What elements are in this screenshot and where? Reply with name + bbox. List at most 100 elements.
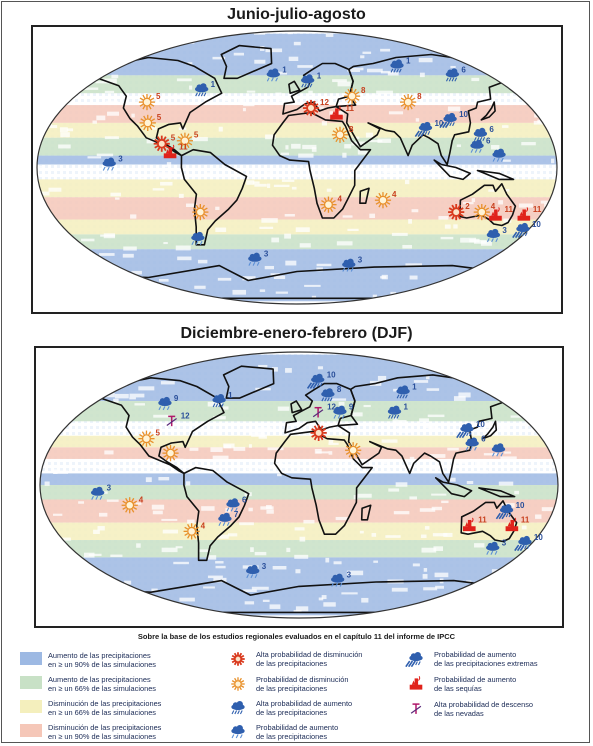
map-marker-label: 10 bbox=[532, 220, 541, 229]
map-jja[interactable]: 1 1 1 6 1 5 5 12 8 8 11 8 10 10 5 5 11 6 6 3 4 4 2 4 11 11 10 3 3 3 bbox=[31, 25, 563, 314]
map-marker-sun-strong: 2 bbox=[448, 202, 470, 221]
map-marker-label: 10 bbox=[534, 533, 543, 542]
map-marker-label: 5 bbox=[155, 429, 160, 438]
map-marker-label: 1 bbox=[412, 382, 417, 391]
map-marker-drought: 11 bbox=[489, 205, 513, 221]
legend-snow: Alta probabilidad de descenso de las nev… bbox=[404, 700, 533, 718]
map-marker-sun-weak: 4 bbox=[320, 195, 342, 213]
map-marker-sun-weak: 4 bbox=[374, 190, 397, 209]
map-marker-rain-strong: 1 bbox=[212, 391, 233, 408]
map-marker-label: 3 bbox=[118, 155, 123, 164]
map-marker-drought: 11 bbox=[163, 143, 188, 159]
map-marker-label: 1 bbox=[211, 80, 216, 89]
map-marker-label: 8 bbox=[361, 86, 366, 95]
map-marker-rain-weak bbox=[191, 231, 205, 246]
map-marker-label: 6 bbox=[242, 495, 247, 504]
map-marker-rain-strong: 6 bbox=[473, 125, 494, 141]
map-marker-rain-strong: 1 bbox=[396, 382, 417, 399]
map-marker-drought: 11 bbox=[517, 205, 542, 221]
legend-sun-weak: Probabilidad de disminución de las preci… bbox=[226, 675, 349, 693]
map-marker-rain-weak bbox=[492, 148, 506, 162]
map-marker-label: 8 bbox=[349, 125, 354, 134]
map-marker-sun-weak: 4 bbox=[473, 202, 496, 221]
map-marker-label: 11 bbox=[179, 143, 188, 152]
legend-text: Alta probabilidad de disminución de las … bbox=[256, 650, 363, 668]
map-marker-sun-weak: 8 bbox=[331, 125, 354, 143]
map-marker-rain-strong: 6 bbox=[445, 65, 466, 82]
map-marker-rain-strong: 1 bbox=[301, 71, 322, 88]
legend-text: Aumento de las precipitaciones en ≥ un 6… bbox=[48, 675, 156, 693]
map-marker-rain-weak: 3 bbox=[90, 484, 112, 500]
map-marker-label: 8 bbox=[417, 92, 422, 101]
map-marker-label: 6 bbox=[489, 125, 494, 134]
map-marker-label: 4 bbox=[491, 202, 496, 211]
map-marker-sun-weak: 5 bbox=[138, 429, 160, 447]
figure-caption: Sobre la base de los estudios regionales… bbox=[137, 632, 456, 641]
sun-strong-icon bbox=[231, 652, 245, 666]
legend-text: Disminución de las precipitaciones en ≥ … bbox=[48, 699, 162, 717]
map-marker-label: 10 bbox=[434, 119, 443, 128]
map-marker-label: 11 bbox=[504, 205, 513, 214]
map-marker-label: 10 bbox=[516, 501, 525, 510]
map-marker-label: 12 bbox=[327, 403, 336, 412]
map-marker-drought: 11 bbox=[330, 104, 354, 120]
legend-text: Probabilidad de aumento de las precipita… bbox=[256, 723, 339, 741]
map-marker-label: 12 bbox=[181, 411, 190, 420]
legend-text: Alta probabilidad de aumento de las prec… bbox=[256, 699, 353, 717]
map-marker-label: 5 bbox=[171, 134, 176, 143]
map-marker-sun-weak bbox=[162, 445, 179, 462]
map-marker-label: 10 bbox=[327, 371, 336, 380]
map-marker-rain-weak: 3 bbox=[246, 562, 267, 579]
map-marker-rain-weak: 6 bbox=[470, 137, 491, 153]
map-marker-label: 1 bbox=[282, 65, 287, 74]
map-djf[interactable]: 10 8 1 1 1 9 12 12 9 5 10 6 3 4 4 7 6 11 11 10 10 3 3 3 bbox=[34, 346, 564, 628]
map-marker-label: 3 bbox=[107, 484, 112, 493]
map-marker-drought: 11 bbox=[505, 516, 530, 532]
legend-text: Probabilidad de disminución de las preci… bbox=[256, 675, 349, 693]
map-marker-rain-weak: 3 bbox=[486, 226, 507, 243]
legend-rain-weak: Probabilidad de aumento de las precipita… bbox=[226, 723, 339, 741]
map-marker-label: 5 bbox=[194, 131, 199, 140]
map-marker-sun-weak: 4 bbox=[183, 521, 206, 540]
map-marker-rain-weak: 3 bbox=[331, 571, 352, 587]
map-title-djf: Diciembre-enero-febrero (DJF) bbox=[180, 325, 413, 342]
map-marker-snow: 12 bbox=[166, 411, 190, 427]
map-marker-label: 6 bbox=[486, 137, 491, 146]
map-marker-sun-strong: 12 bbox=[302, 98, 329, 117]
map-marker-label: 3 bbox=[502, 226, 507, 235]
map-marker-label: 3 bbox=[347, 571, 352, 580]
map-marker-label: 11 bbox=[345, 104, 354, 113]
map-marker-label: 5 bbox=[157, 113, 162, 122]
map-marker-rain-weak: 7 bbox=[218, 510, 239, 526]
drought-icon bbox=[409, 676, 423, 690]
map-marker-label: 1 bbox=[317, 71, 322, 80]
map-marker-rain-extreme: 10 bbox=[414, 119, 444, 138]
map-marker-label: 12 bbox=[320, 98, 329, 107]
sun-weak-icon bbox=[231, 677, 245, 691]
rain-cloud-weak-icon bbox=[231, 725, 245, 739]
map-marker-label: 3 bbox=[262, 562, 267, 571]
legend-text: Disminución de las precipitaciones en ≥ … bbox=[48, 723, 162, 741]
map-marker-rain-extreme: 10 bbox=[495, 501, 525, 520]
legend-decrease-66: Disminución de las precipitaciones en ≥ … bbox=[20, 699, 162, 717]
map-marker-sun-weak: 8 bbox=[343, 86, 366, 105]
map-marker-rain-weak: 1 bbox=[266, 65, 287, 82]
map-marker-sun-weak bbox=[192, 203, 209, 221]
map-marker-sun-strong: 5 bbox=[153, 134, 176, 152]
map-marker-label: 8 bbox=[337, 385, 342, 394]
extreme-rain-icon bbox=[405, 652, 423, 667]
map-marker-label: 6 bbox=[461, 65, 466, 74]
swatch-decrease-90 bbox=[20, 724, 42, 737]
map-marker-label: 4 bbox=[337, 195, 342, 204]
map-marker-label: 1 bbox=[403, 403, 408, 412]
map-marker-rain-extreme: 10 bbox=[456, 420, 485, 439]
swatch-increase-66 bbox=[20, 676, 42, 689]
map-marker-sun-weak: 8 bbox=[400, 92, 422, 111]
legend-rain-strong: Alta probabilidad de aumento de las prec… bbox=[226, 699, 353, 717]
map-marker-sun-weak: 5 bbox=[139, 113, 162, 132]
map-marker-rain-extreme: 10 bbox=[306, 371, 336, 389]
map-marker-label: 1 bbox=[228, 391, 233, 400]
map-marker-rain-weak bbox=[491, 443, 506, 457]
